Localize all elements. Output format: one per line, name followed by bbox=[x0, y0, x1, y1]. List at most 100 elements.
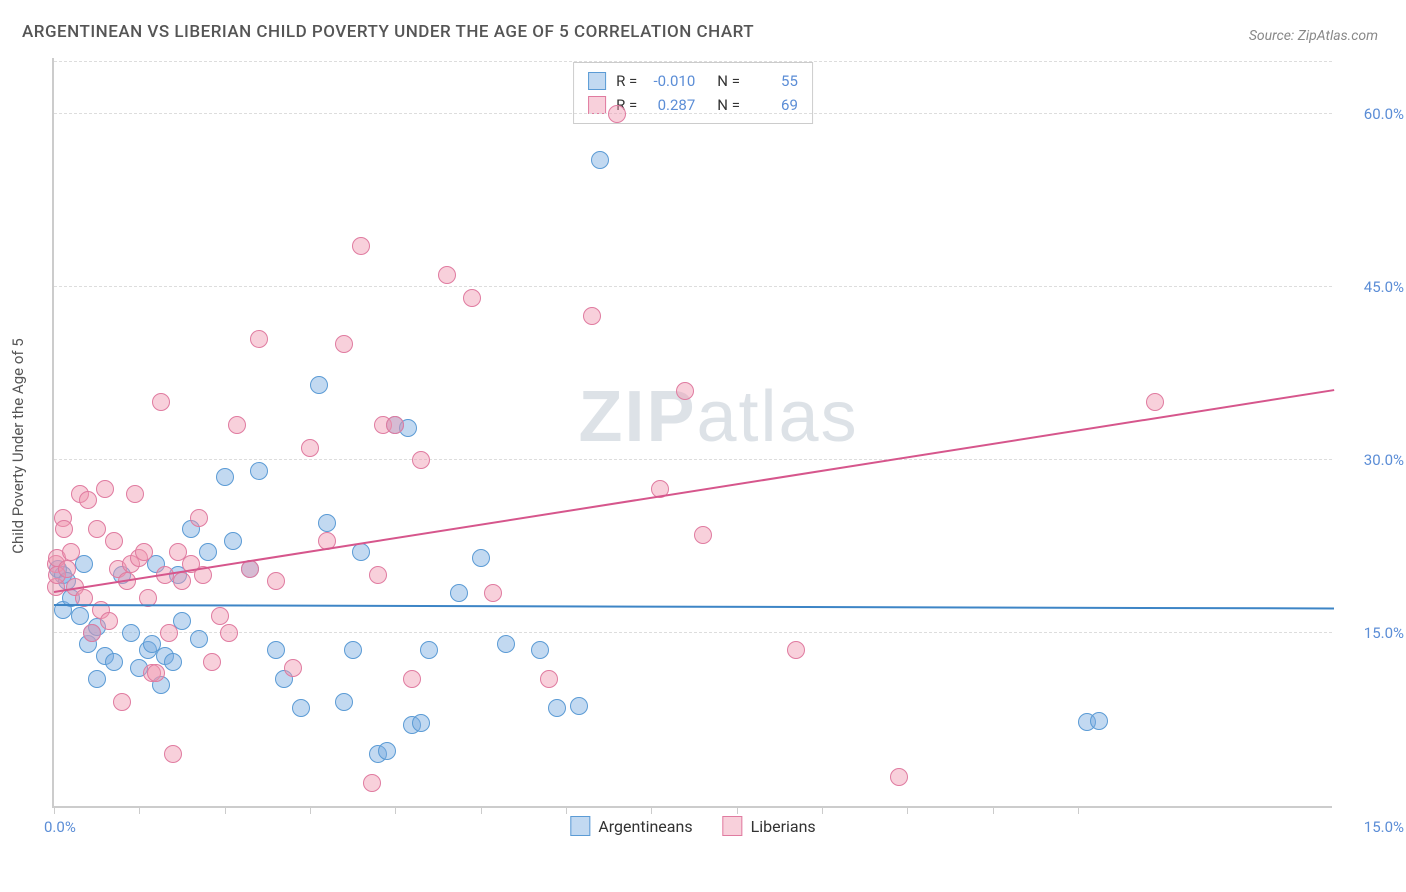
scatter-point bbox=[100, 612, 118, 630]
scatter-point bbox=[548, 699, 566, 717]
trendline bbox=[54, 389, 1334, 593]
scatter-point bbox=[190, 630, 208, 648]
x-tick bbox=[1078, 806, 1079, 814]
scatter-point bbox=[412, 451, 430, 469]
x-tick bbox=[651, 806, 652, 814]
x-tick bbox=[993, 806, 994, 814]
scatter-point bbox=[126, 485, 144, 503]
legend-swatch bbox=[588, 96, 606, 114]
scatter-point bbox=[403, 670, 421, 688]
scatter-point bbox=[105, 653, 123, 671]
scatter-point bbox=[608, 105, 626, 123]
scatter-point bbox=[267, 572, 285, 590]
x-tick bbox=[395, 806, 396, 814]
x-tick bbox=[737, 806, 738, 814]
source-attribution: Source: ZipAtlas.com bbox=[1249, 28, 1378, 44]
scatter-point bbox=[378, 742, 396, 760]
scatter-point bbox=[352, 543, 370, 561]
x-tick bbox=[566, 806, 567, 814]
legend-label: Argentineans bbox=[598, 817, 692, 836]
scatter-point bbox=[787, 641, 805, 659]
scatter-point bbox=[369, 566, 387, 584]
stats-r-value: -0.010 bbox=[647, 69, 695, 93]
scatter-point bbox=[335, 335, 353, 353]
scatter-point bbox=[1146, 393, 1164, 411]
scatter-point bbox=[199, 543, 217, 561]
scatter-point bbox=[211, 607, 229, 625]
scatter-point bbox=[267, 641, 285, 659]
scatter-point bbox=[420, 641, 438, 659]
scatter-point bbox=[890, 768, 908, 786]
scatter-point bbox=[79, 491, 97, 509]
x-tick bbox=[907, 806, 908, 814]
legend-swatch bbox=[723, 816, 743, 836]
gridline bbox=[54, 61, 1332, 62]
x-tick bbox=[822, 806, 823, 814]
scatter-point bbox=[83, 624, 101, 642]
scatter-point bbox=[96, 480, 114, 498]
scatter-point bbox=[694, 526, 712, 544]
scatter-point bbox=[676, 382, 694, 400]
scatter-point bbox=[152, 393, 170, 411]
scatter-point bbox=[62, 543, 80, 561]
scatter-point bbox=[88, 670, 106, 688]
scatter-point bbox=[344, 641, 362, 659]
x-tick bbox=[310, 806, 311, 814]
gridline bbox=[54, 632, 1332, 633]
scatter-point bbox=[1090, 712, 1108, 730]
scatter-point bbox=[472, 549, 490, 567]
scatter-point bbox=[318, 514, 336, 532]
gridline bbox=[54, 459, 1332, 460]
scatter-point bbox=[216, 468, 234, 486]
stats-r-label: R = bbox=[616, 69, 637, 93]
scatter-point bbox=[224, 532, 242, 550]
scatter-point bbox=[164, 745, 182, 763]
scatter-point bbox=[88, 520, 106, 538]
scatter-point bbox=[540, 670, 558, 688]
x-axis-min-label: 0.0% bbox=[44, 818, 76, 836]
scatter-point bbox=[58, 560, 76, 578]
scatter-point bbox=[438, 266, 456, 284]
scatter-point bbox=[113, 693, 131, 711]
x-tick bbox=[139, 806, 140, 814]
legend-item: Liberians bbox=[723, 816, 816, 836]
scatter-point bbox=[591, 151, 609, 169]
stats-row: R = -0.010 N = 55 bbox=[588, 69, 798, 93]
scatter-point bbox=[105, 532, 123, 550]
scatter-point bbox=[164, 653, 182, 671]
stats-n-label: N = bbox=[717, 69, 740, 93]
scatter-point bbox=[301, 439, 319, 457]
scatter-point bbox=[173, 572, 191, 590]
x-axis-max-label: 15.0% bbox=[1364, 818, 1404, 836]
gridline bbox=[54, 113, 1332, 114]
scatter-point bbox=[352, 237, 370, 255]
scatter-point bbox=[497, 635, 515, 653]
scatter-point bbox=[250, 462, 268, 480]
scatter-point bbox=[292, 699, 310, 717]
scatter-point bbox=[284, 659, 302, 677]
scatter-point bbox=[531, 641, 549, 659]
scatter-point bbox=[241, 560, 259, 578]
stats-n-value: 55 bbox=[750, 69, 798, 93]
scatter-point bbox=[310, 376, 328, 394]
scatter-point bbox=[583, 307, 601, 325]
watermark: ZIPatlas bbox=[578, 376, 858, 458]
scatter-point bbox=[250, 330, 268, 348]
scatter-point bbox=[386, 416, 404, 434]
x-tick bbox=[54, 806, 55, 814]
trendline bbox=[54, 604, 1334, 609]
scatter-point bbox=[203, 653, 221, 671]
scatter-point bbox=[122, 624, 140, 642]
scatter-plot-area: ZIPatlas R =-0.010N =55R =0.287N =69 Arg… bbox=[52, 58, 1332, 808]
chart-title: ARGENTINEAN VS LIBERIAN CHILD POVERTY UN… bbox=[22, 22, 754, 42]
scatter-point bbox=[190, 509, 208, 527]
bottom-legend: Argentineans Liberians bbox=[570, 816, 815, 836]
y-tick-label: 15.0% bbox=[1364, 624, 1404, 642]
legend-item: Argentineans bbox=[570, 816, 692, 836]
y-axis-label: Child Poverty Under the Age of 5 bbox=[9, 338, 27, 554]
scatter-point bbox=[484, 584, 502, 602]
scatter-point bbox=[135, 543, 153, 561]
scatter-point bbox=[71, 607, 89, 625]
y-tick-label: 30.0% bbox=[1364, 451, 1404, 469]
scatter-point bbox=[220, 624, 238, 642]
